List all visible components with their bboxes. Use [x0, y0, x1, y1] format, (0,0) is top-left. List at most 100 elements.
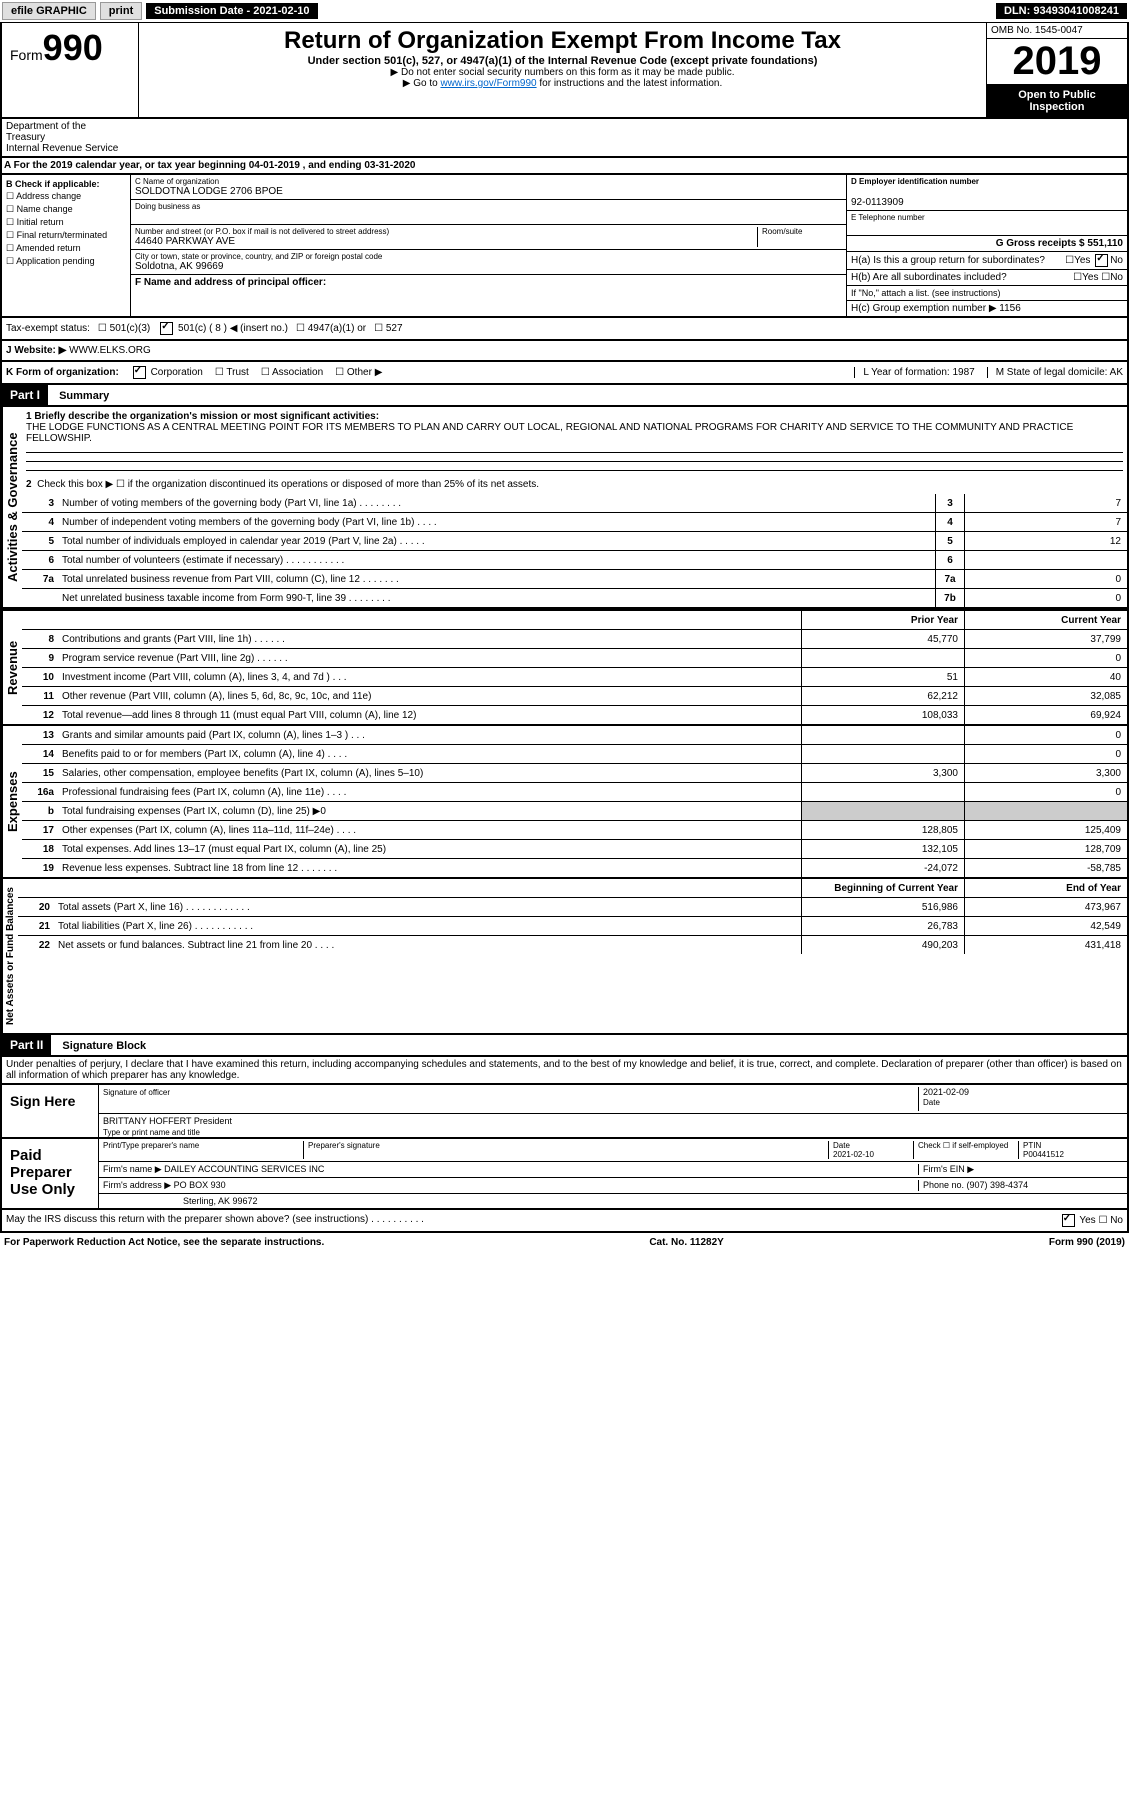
goto-post: for instructions and the latest informat… [537, 78, 723, 89]
omb-number: OMB No. 1545-0047 [987, 23, 1127, 39]
paid-preparer-label: Paid Preparer Use Only [2, 1139, 99, 1208]
table-row: Net unrelated business taxable income fr… [22, 589, 1127, 607]
org-address: 44640 PARKWAY AVE [135, 236, 757, 247]
org-name: SOLDOTNA LODGE 2706 BPOE [135, 186, 842, 197]
e-label: E Telephone number [851, 213, 1123, 222]
form-subtitle: Under section 501(c), 527, or 4947(a)(1)… [143, 55, 982, 67]
netassets-section: Net Assets or Fund Balances Beginning of… [0, 879, 1129, 1035]
prep-name-label: Print/Type preparer's name [103, 1141, 304, 1159]
mission-text: THE LODGE FUNCTIONS AS A CENTRAL MEETING… [26, 422, 1123, 444]
tax-year: 2019 [987, 39, 1127, 85]
table-row: 14Benefits paid to or for members (Part … [22, 745, 1127, 764]
print-button[interactable]: print [100, 2, 142, 20]
goto-pre: ▶ Go to [403, 78, 441, 89]
side-netassets: Net Assets or Fund Balances [2, 879, 18, 1033]
table-row: 11Other revenue (Part VIII, column (A), … [22, 687, 1127, 706]
city-label: City or town, state or province, country… [135, 252, 842, 261]
table-row: 9Program service revenue (Part VIII, lin… [22, 649, 1127, 668]
ha-label: H(a) Is this a group return for subordin… [851, 255, 1045, 266]
tax-year-row: A For the 2019 calendar year, or tax yea… [0, 158, 1129, 175]
revenue-section: Revenue Prior YearCurrent Year 8Contribu… [0, 609, 1129, 726]
dln-label: DLN: 93493041008241 [996, 3, 1127, 19]
ein-value: 92-0113909 [851, 197, 1123, 208]
table-row: 8Contributions and grants (Part VIII, li… [22, 630, 1127, 649]
addr-label: Number and street (or P.O. box if mail i… [135, 227, 757, 236]
form-word: Form [10, 47, 43, 63]
irs-label: Internal Revenue Service [6, 143, 126, 154]
name-label: Type or print name and title [99, 1128, 1127, 1137]
table-row: 21Total liabilities (Part X, line 26) . … [18, 917, 1127, 936]
f-label: F Name and address of principal officer: [135, 277, 842, 288]
part1-label: Part I [2, 385, 48, 405]
table-row: 16aProfessional fundraising fees (Part I… [22, 783, 1127, 802]
form-note-1: ▶ Do not enter social security numbers o… [143, 67, 982, 78]
firm-addr: Firm's address ▶ PO BOX 930 [103, 1180, 918, 1191]
prep-sig-label: Preparer's signature [304, 1141, 829, 1159]
table-row: 4Number of independent voting members of… [22, 513, 1127, 532]
chk-address[interactable]: ☐ Address change [6, 191, 126, 202]
part2-title: Signature Block [54, 1040, 146, 1052]
table-row: 5Total number of individuals employed in… [22, 532, 1127, 551]
form-header: Form990 Return of Organization Exempt Fr… [0, 23, 1129, 119]
corp-check [133, 366, 146, 379]
org-city: Soldotna, AK 99669 [135, 261, 842, 272]
part2-label: Part II [2, 1035, 51, 1055]
c-label: C Name of organization [135, 177, 842, 186]
side-expenses: Expenses [2, 726, 22, 877]
d-label: D Employer identification number [851, 177, 1123, 186]
chk-pending[interactable]: ☐ Application pending [6, 256, 126, 267]
chk-final[interactable]: ☐ Final return/terminated [6, 230, 126, 241]
table-row: 12Total revenue—add lines 8 through 11 (… [22, 706, 1127, 724]
firm-name: Firm's name ▶ DAILEY ACCOUNTING SERVICES… [103, 1164, 918, 1175]
table-row: 15Salaries, other compensation, employee… [22, 764, 1127, 783]
irs-link[interactable]: www.irs.gov/Form990 [440, 78, 536, 89]
col-b-label: B Check if applicable: [6, 179, 126, 189]
table-row: 17Other expenses (Part IX, column (A), l… [22, 821, 1127, 840]
tax-status-row: Tax-exempt status: ☐ 501(c)(3) 501(c) ( … [0, 318, 1129, 341]
g-receipts: G Gross receipts $ 551,110 [851, 238, 1123, 249]
paperwork-notice: For Paperwork Reduction Act Notice, see … [4, 1237, 324, 1248]
m-state: M State of legal domicile: AK [987, 367, 1123, 378]
hc-label: H(c) Group exemption number ▶ 1156 [847, 301, 1127, 316]
chk-initial[interactable]: ☐ Initial return [6, 217, 126, 228]
chk-name[interactable]: ☐ Name change [6, 204, 126, 215]
dba-label: Doing business as [135, 202, 842, 211]
table-row: 22Net assets or fund balances. Subtract … [18, 936, 1127, 954]
dept-treasury: Department of the Treasury [6, 121, 126, 143]
table-row: bTotal fundraising expenses (Part IX, co… [22, 802, 1127, 821]
ptin-val: P00441512 [1023, 1150, 1064, 1159]
submission-date: Submission Date - 2021-02-10 [146, 3, 317, 19]
activities-section: Activities & Governance 1 Briefly descri… [0, 407, 1129, 609]
hb-note: If "No," attach a list. (see instruction… [847, 286, 1127, 301]
501c-check [160, 322, 173, 335]
k-label: K Form of organization: [6, 367, 119, 378]
form-title: Return of Organization Exempt From Incom… [143, 27, 982, 55]
org-block: B Check if applicable: ☐ Address change … [0, 175, 1129, 318]
chk-amended[interactable]: ☐ Amended return [6, 243, 126, 254]
website-row: J Website: ▶ WWW.ELKS.ORG [0, 341, 1129, 362]
form-ref: Form 990 (2019) [1049, 1237, 1125, 1248]
form-number: 990 [43, 27, 103, 68]
may-irs-yes [1062, 1214, 1075, 1227]
firm-phone: Phone no. (907) 398-4374 [918, 1180, 1123, 1191]
table-row: 19Revenue less expenses. Subtract line 1… [22, 859, 1127, 877]
open-public: Open to Public Inspection [987, 85, 1127, 117]
website-value: WWW.ELKS.ORG [69, 345, 151, 356]
sig-officer-label: Signature of officer [103, 1088, 170, 1097]
table-row: 3Number of voting members of the governi… [22, 494, 1127, 513]
eoy-hdr: End of Year [964, 879, 1127, 897]
sig-date: 2021-02-09 [923, 1087, 1123, 1097]
table-row: 6Total number of volunteers (estimate if… [22, 551, 1127, 570]
sign-here-label: Sign Here [2, 1085, 99, 1137]
may-irs-text: May the IRS discuss this return with the… [6, 1214, 424, 1227]
part1-title: Summary [51, 390, 109, 402]
table-row: 7aTotal unrelated business revenue from … [22, 570, 1127, 589]
expenses-section: Expenses 13Grants and similar amounts pa… [0, 726, 1129, 879]
form-org-row: K Form of organization: Corporation ☐ Tr… [0, 362, 1129, 385]
l2-text: Check this box ▶ ☐ if the organization d… [37, 479, 539, 490]
table-row: 13Grants and similar amounts paid (Part … [22, 726, 1127, 745]
j-label: J Website: ▶ [6, 345, 66, 356]
top-bar: efile GRAPHIC print Submission Date - 20… [0, 0, 1129, 23]
efile-label: efile GRAPHIC [2, 2, 96, 20]
ha-no-check [1095, 254, 1108, 267]
